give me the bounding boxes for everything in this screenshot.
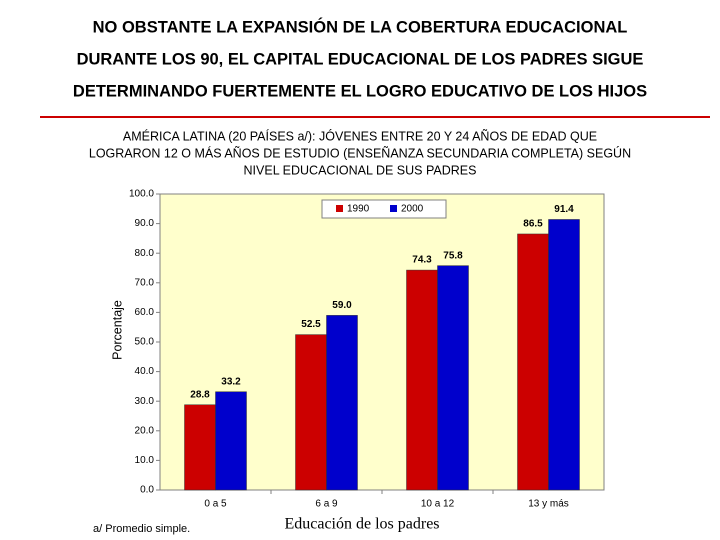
y-tick-label: 80.0 [135,248,155,259]
y-tick-label: 100.0 [129,189,154,200]
value-label: 86.5 [523,219,543,230]
bar [406,269,438,491]
y-tick-label: 40.0 [135,366,155,377]
value-label: 75.8 [443,250,463,261]
x-tick-label: 6 a 9 [315,499,338,510]
value-label: 91.4 [554,204,574,215]
footnote: a/ Promedio simple. [93,523,190,535]
bar [548,219,580,491]
legend-swatch [336,205,343,212]
bar [215,391,247,491]
title-line: DETERMINANDO FUERTEMENTE EL LOGRO EDUCAT… [73,82,647,100]
bar [326,315,358,491]
y-tick-label: 70.0 [135,277,155,288]
bar [517,233,549,491]
value-label: 33.2 [221,376,241,387]
subtitle-line: NIVEL EDUCACIONAL DE SUS PADRES [244,163,477,177]
y-tick-label: 20.0 [135,425,155,436]
bar [184,404,216,491]
y-tick-label: 10.0 [135,455,155,466]
subtitle-line: LOGRARON 12 O MÁS AÑOS DE ESTUDIO (ENSEÑ… [89,145,631,160]
value-label: 74.3 [412,255,432,266]
y-tick-label: 0.0 [140,485,154,496]
x-tick-label: 10 a 12 [421,499,455,510]
value-label: 52.5 [301,319,321,330]
y-tick-label: 60.0 [135,307,155,318]
bar [295,334,327,491]
value-label: 59.0 [332,300,352,311]
y-tick-label: 90.0 [135,218,155,229]
title-line: DURANTE LOS 90, EL CAPITAL EDUCACIONAL D… [77,50,644,68]
title-line: NO OBSTANTE LA EXPANSIÓN DE LA COBERTURA… [93,17,628,36]
y-tick-label: 30.0 [135,396,155,407]
legend-swatch [390,205,397,212]
legend-label: 1990 [347,204,370,215]
legend-label: 2000 [401,204,424,215]
y-axis-label: Porcentaje [110,300,124,360]
legend-box [321,199,447,219]
bar [437,265,469,491]
x-tick-label: 0 a 5 [204,499,227,510]
subtitle-line: AMÉRICA LATINA (20 PAÍSES a/): JÓVENES E… [123,128,597,143]
x-axis-label: Educación de los padres [284,516,439,533]
x-tick-label: 13 y más [528,499,569,510]
value-label: 28.8 [190,389,210,400]
y-tick-label: 50.0 [135,337,155,348]
